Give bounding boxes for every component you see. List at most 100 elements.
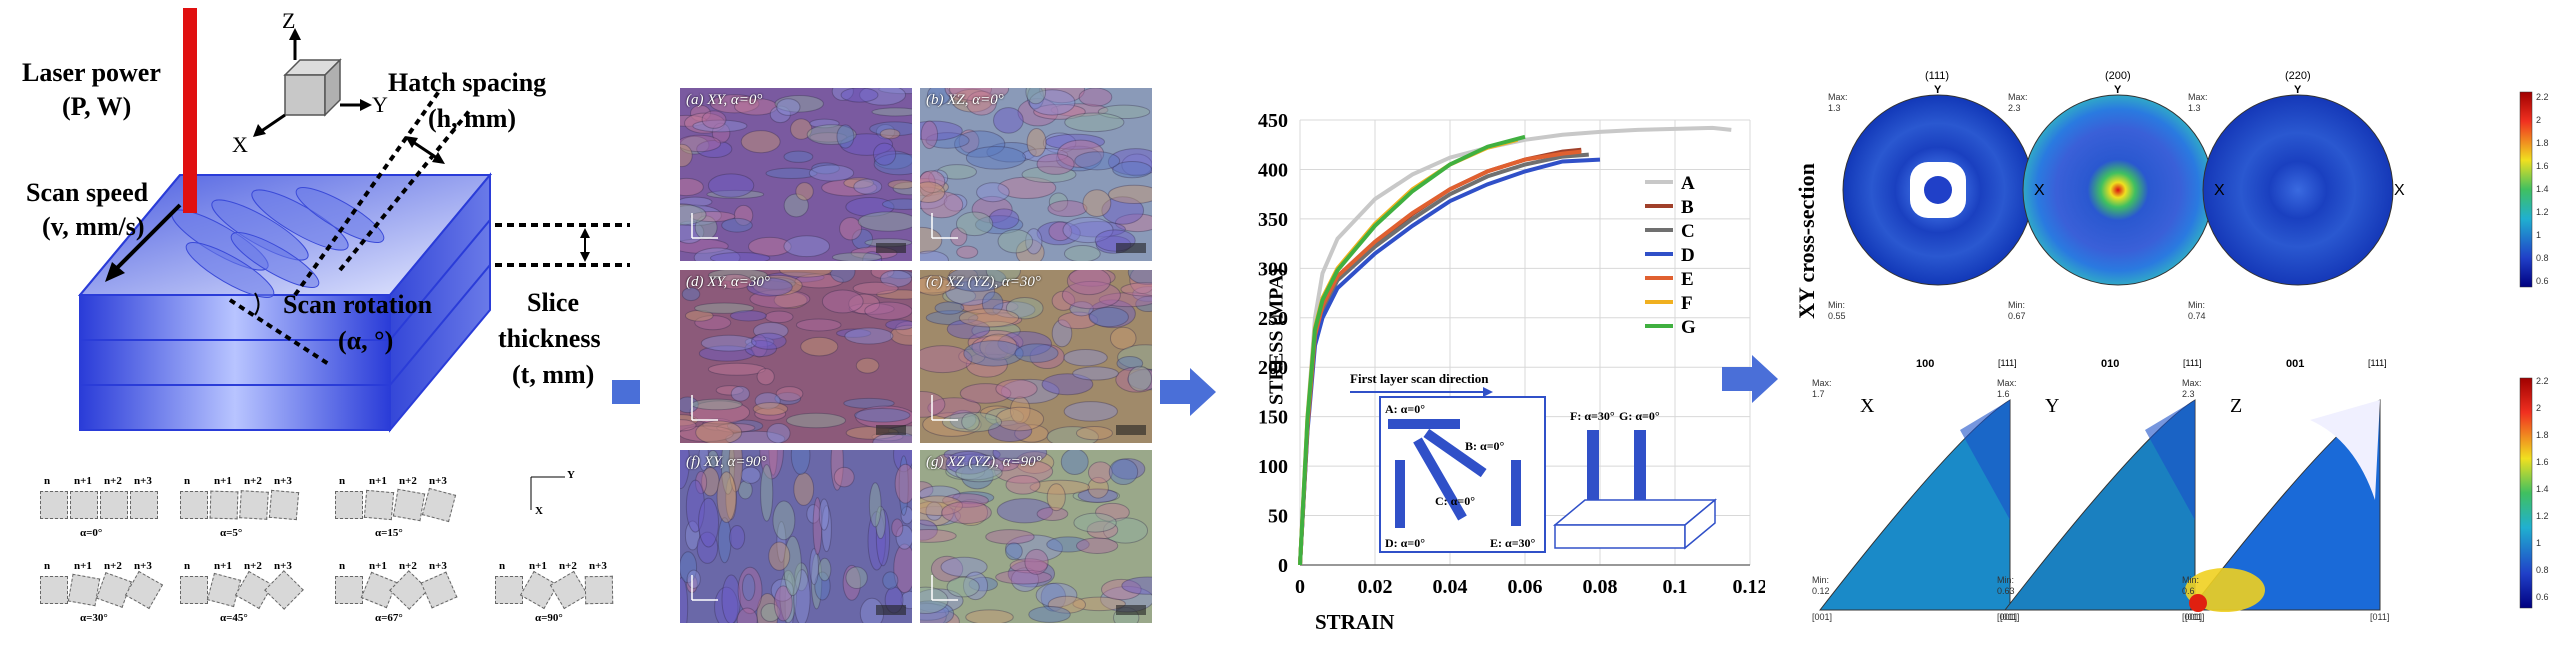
x-axis-label: STRAIN	[1315, 610, 1395, 634]
layer-square	[584, 575, 614, 605]
small-axis-y: Y	[567, 469, 575, 481]
layer-square	[124, 570, 164, 610]
ipf-max-label: Max:	[1997, 378, 2017, 388]
ipf-title: 001	[2286, 358, 2305, 370]
pole-figure-min-label: Min:	[2188, 300, 2206, 310]
pf-colorbar-tick: 2	[2536, 115, 2542, 125]
layer-label: n+3	[429, 560, 447, 572]
series-line-G	[1298, 134, 1526, 566]
legend-label-G: G	[1681, 317, 1696, 338]
legend-label-B: B	[1681, 197, 1694, 218]
texture-figures	[1818, 91, 2533, 612]
texture-panel: XY cross-section (111) Y X Max: 1.3 Min: 0.55(…	[1780, 0, 2560, 645]
layer-square	[180, 491, 208, 519]
micrograph-label: (a) XY, α=0°	[686, 92, 763, 108]
ipf-max-value: 1.7	[1812, 389, 1825, 399]
layer-square	[70, 491, 98, 519]
ipf-colorbar	[2519, 377, 2533, 609]
laser-beam	[183, 8, 197, 213]
layer-square	[100, 491, 128, 519]
micrograph-label: (f) XY, α=90°	[686, 454, 767, 470]
pf-colorbar-tick: 0.8	[2536, 253, 2549, 263]
micrograph: (c) XZ (YZ), α=30°	[920, 270, 1152, 443]
ipf-colorbar-tick: 1.4	[2536, 484, 2549, 494]
layer-square	[392, 488, 426, 522]
rotation-angle: α=0°	[80, 527, 103, 539]
melt-pools	[171, 187, 385, 298]
scan-direction-inset: First layer scan direction A: α=0° B: α=0°…	[1350, 371, 1718, 553]
ipf-colorbar-tick: 1.8	[2536, 430, 2549, 440]
pole-figure-disc	[2022, 94, 2214, 286]
pf-colorbar	[2519, 91, 2533, 288]
inset-label-a: A: α=0°	[1385, 402, 1425, 416]
legend-label-D: D	[1681, 245, 1695, 266]
laser-power-label: Laser power	[22, 58, 161, 87]
ipf-axis-label: Y	[2045, 395, 2060, 417]
layer-label: n+2	[399, 560, 417, 572]
pole-figure-min-value: 0.74	[2188, 311, 2206, 321]
layer-label: n+3	[274, 475, 292, 487]
rotation-angle: α=30°	[80, 612, 108, 624]
layer-square	[363, 489, 395, 521]
micrograph: (f) XY, α=90°	[680, 450, 912, 623]
layer-label: n+2	[559, 560, 577, 572]
axis-z-label: Z	[282, 8, 296, 33]
layer-square	[495, 576, 523, 604]
thickness-label: thickness	[498, 324, 601, 353]
rotation-group: n n+1 n+2 n+3 α=0°	[40, 475, 180, 545]
ipf-max-value: 1.6	[1997, 389, 2010, 399]
ipf-corner-bl: [001]	[1997, 612, 2018, 622]
micrograph-texture	[920, 450, 1152, 623]
layer-label: n+2	[244, 475, 262, 487]
layer-label: n+1	[74, 560, 92, 572]
ipf-min-label: Min:	[1997, 575, 2015, 585]
ipf-axis-label: X	[1860, 395, 1875, 417]
pole-figure-axis-right: X	[2214, 182, 2225, 199]
ipf-max-label: Max:	[1812, 378, 1832, 388]
flow-arrow-2	[1160, 368, 1216, 416]
micrograph-panel: (a) XY, α=0° (b) XZ, α=0° (d) XY, α=30° (c)…	[680, 0, 1160, 645]
ipf-colorbar-tick: 0.6	[2536, 592, 2549, 602]
layer-square	[130, 491, 158, 519]
layer-square	[40, 576, 68, 604]
stress-strain-chart: 0 50 100 150 200 250 300 350 400 450 0 0.02 0.04 0.06…	[1258, 110, 1765, 598]
ipf-title: 100	[1916, 358, 1935, 370]
layer-label: n+3	[134, 560, 152, 572]
layer-label: n	[44, 560, 51, 572]
slice-label: Slice	[527, 288, 579, 317]
layer-label: n+1	[74, 475, 92, 487]
y-tick-label: 300	[1258, 258, 1288, 280]
y-tick-label: 350	[1258, 209, 1288, 231]
y-tick-label: 100	[1258, 456, 1288, 478]
layer-label: n	[44, 475, 51, 487]
layer-square	[268, 489, 300, 521]
layer-label: n+2	[399, 475, 417, 487]
ipf-colorbar-tick: 1.6	[2536, 457, 2549, 467]
stress-strain-panel: 0 50 100 150 200 250 300 350 400 450 0 0.02 0.04 0.06…	[1225, 0, 1765, 645]
pole-figure-max-label: Max:	[2008, 92, 2028, 102]
ipf-hotspot	[2310, 400, 2380, 500]
pf-colorbar-tick: 1	[2536, 230, 2542, 240]
y-tick-label: 50	[1268, 506, 1288, 528]
x-tick-label: 0.06	[1508, 576, 1543, 598]
layer-square	[335, 491, 363, 519]
legend-label-F: F	[1681, 293, 1693, 314]
x-tick-label: 0.08	[1583, 576, 1618, 598]
y-tick-label: 250	[1258, 308, 1288, 330]
pole-figure-max-value: 1.3	[2188, 103, 2201, 113]
y-tick-label: 400	[1258, 159, 1288, 181]
inset-label-e: E: α=30°	[1490, 536, 1536, 550]
layer-square	[549, 570, 589, 610]
layer-label: n	[339, 475, 346, 487]
thickness-units: (t, mm)	[512, 360, 595, 389]
scan-speed-label: Scan speed	[26, 178, 149, 207]
legend-label-E: E	[1681, 269, 1694, 290]
x-tick-label: 0	[1295, 576, 1305, 598]
pole-figure-axis-top: Y	[2114, 84, 2122, 96]
micrograph-label: (g) XZ (YZ), α=90°	[926, 454, 1042, 470]
layer-square	[420, 571, 458, 609]
ipf-min-value: 0.12	[1812, 586, 1830, 596]
layer-label: n+2	[104, 560, 122, 572]
scan-speed-units: (v, mm/s)	[42, 212, 145, 241]
